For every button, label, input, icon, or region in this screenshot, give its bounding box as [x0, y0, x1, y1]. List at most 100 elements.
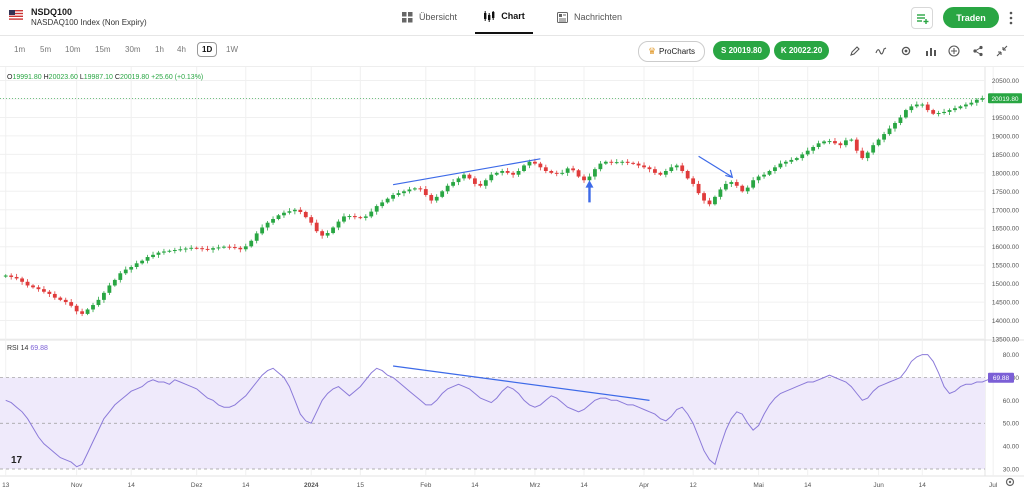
candle-body — [871, 145, 876, 153]
candle-body — [134, 263, 139, 267]
ohlc-close-value: 20019.80 — [119, 74, 150, 81]
ohlc-change: +25.60 (+0.13%) — [151, 74, 204, 81]
candle-body — [298, 209, 303, 212]
candle-body — [914, 104, 919, 107]
candle-body — [451, 182, 455, 186]
price-tick-label: 14500.00 — [992, 300, 1019, 307]
rsi-name: RSI — [7, 345, 19, 352]
chart-type-icon[interactable] — [925, 45, 937, 57]
time-tick-label: Jun — [873, 482, 884, 489]
candle-body — [849, 139, 854, 141]
candle-body — [254, 233, 259, 241]
down-arrow-annotation — [698, 155, 732, 178]
candle-body — [205, 248, 210, 250]
candle-body — [36, 287, 41, 290]
candle-body — [822, 141, 826, 144]
candle-body — [778, 163, 783, 168]
ohlc-legend: O19991.80 H20023.60 L19987.10 C20019.80 … — [7, 74, 203, 81]
price-tick-label: 20500.00 — [992, 78, 1019, 85]
time-tick-label: Dez — [191, 482, 203, 489]
tab-overview[interactable]: Übersicht — [402, 0, 457, 34]
add-to-watchlist-button[interactable] — [911, 7, 933, 29]
axis-settings-icon[interactable] — [1005, 477, 1015, 487]
tab-news[interactable]: Nachrichten — [557, 0, 622, 34]
settings-gear-icon[interactable] — [900, 45, 912, 57]
candle-body — [58, 297, 63, 300]
tab-overview-label: Übersicht — [419, 12, 458, 22]
candle-body — [963, 104, 968, 107]
candle-body — [249, 240, 254, 247]
timeframe-4h[interactable]: 4h — [177, 45, 186, 54]
candle-body — [843, 140, 848, 146]
sell-price-button[interactable]: S 20019.80 — [713, 41, 770, 60]
timeframe-15m[interactable]: 15m — [95, 45, 111, 54]
timeframe-1w[interactable]: 1W — [226, 45, 238, 54]
timeframe-1m[interactable]: 1m — [14, 45, 26, 54]
candle-body — [680, 165, 685, 171]
rsi-value: 69.88 — [30, 345, 48, 352]
candle-body — [549, 171, 554, 173]
candle-body — [287, 211, 292, 213]
candle-body — [674, 165, 679, 168]
candle-body — [402, 191, 406, 194]
candle-body — [47, 291, 52, 294]
candle-body — [342, 216, 346, 222]
time-tick-label: Mrz — [529, 482, 540, 489]
candle-body — [947, 110, 952, 112]
buy-price-button[interactable]: K 20022.20 — [774, 41, 829, 60]
timeframe-1d[interactable]: 1D — [197, 42, 218, 57]
candle-body — [756, 176, 761, 181]
candle-body — [434, 196, 439, 201]
share-icon[interactable] — [972, 45, 984, 57]
price-tick-label: 16500.00 — [992, 226, 1019, 233]
candle-body — [96, 299, 101, 306]
candle-body — [631, 162, 636, 164]
candle-body — [783, 161, 788, 164]
tab-chart[interactable]: Chart — [475, 0, 533, 34]
draw-pencil-icon[interactable] — [849, 45, 861, 57]
candle-body — [882, 134, 886, 140]
time-tick-label: 14 — [471, 482, 479, 489]
candle-body — [669, 167, 674, 171]
candle-body — [172, 250, 177, 252]
candle-body — [516, 171, 521, 175]
price-chart[interactable]: 20500.0020000.0019500.0019000.0018500.00… — [0, 67, 1024, 494]
rsi-divergence-line — [392, 365, 650, 401]
candle-body — [527, 161, 532, 166]
candle-body — [718, 189, 723, 197]
indicators-icon[interactable] — [875, 45, 887, 57]
candle-body — [582, 176, 586, 181]
candle-body — [374, 206, 379, 212]
more-vertical-icon[interactable] — [1008, 11, 1014, 25]
candle-body — [636, 163, 641, 166]
timeframe-30m[interactable]: 30m — [125, 45, 141, 54]
candle-body — [603, 161, 608, 164]
time-tick-label: 14 — [919, 482, 927, 489]
collapse-icon[interactable] — [996, 45, 1008, 57]
candle-body — [320, 231, 325, 236]
candle-body — [554, 172, 559, 174]
candle-body — [533, 161, 537, 164]
candle-body — [811, 147, 816, 151]
candle-body — [347, 216, 352, 218]
candle-body — [63, 299, 68, 303]
candle-body — [423, 189, 428, 195]
candle-body — [407, 189, 412, 192]
candle-body — [598, 163, 603, 170]
add-circle-icon[interactable] — [948, 45, 960, 57]
timeframe-10m[interactable]: 10m — [65, 45, 81, 54]
time-tick-label: 2024 — [304, 482, 319, 489]
candle-body — [85, 309, 90, 314]
candle-body — [440, 191, 445, 197]
timeframe-1h[interactable]: 1h — [155, 45, 164, 54]
time-tick-label: Jul — [989, 482, 998, 489]
trade-button[interactable]: Traden — [943, 7, 999, 28]
procharts-button[interactable]: ♛ ProCharts — [638, 41, 705, 62]
candle-body — [303, 211, 308, 218]
current-price-tag — [988, 93, 1022, 104]
candle-body — [200, 248, 205, 250]
candle-body — [129, 267, 134, 270]
chart-toolbar — [0, 36, 1024, 67]
grid-icon — [402, 11, 413, 22]
timeframe-5m[interactable]: 5m — [40, 45, 52, 54]
